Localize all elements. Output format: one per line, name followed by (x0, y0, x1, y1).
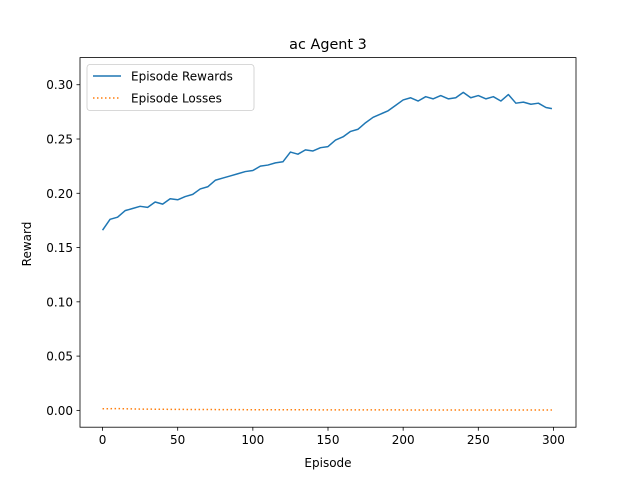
x-axis-label: Episode (304, 456, 351, 470)
legend-label: Episode Losses (131, 91, 222, 105)
series-line-episode-losses (102, 407, 552, 411)
legend: Episode Rewards Episode Losses (86, 64, 255, 111)
y-tick-label: 0.00 (46, 404, 73, 418)
y-tick-label: 0.10 (46, 295, 73, 309)
axes-border (79, 57, 577, 428)
y-tick-label: 0.30 (46, 78, 73, 92)
x-tick-label: 50 (170, 433, 185, 447)
x-tick-label: 250 (467, 433, 490, 447)
legend-box (86, 64, 255, 111)
series-line-episode-rewards (101, 91, 553, 231)
x-tick-label: 150 (317, 433, 340, 447)
y-tick-label: 0.25 (46, 133, 73, 147)
y-axis-label: Reward (20, 222, 34, 267)
legend-label: Episode Rewards (131, 69, 233, 83)
y-tick-label: 0.20 (46, 187, 73, 201)
y-axis: 0.00 0.05 0.10 0.15 0.20 0.25 0.30 (46, 78, 80, 418)
x-axis: 0 50 100 150 200 250 300 (99, 427, 565, 447)
x-tick-label: 300 (542, 433, 565, 447)
x-tick-label: 200 (392, 433, 415, 447)
chart-title: ac Agent 3 (289, 37, 367, 53)
y-tick-label: 0.05 (46, 350, 73, 364)
x-tick-label: 100 (241, 433, 264, 447)
plot-area (101, 91, 553, 411)
axes-frame (79, 57, 577, 428)
y-tick-label: 0.15 (46, 241, 73, 255)
x-tick-label: 0 (99, 433, 107, 447)
